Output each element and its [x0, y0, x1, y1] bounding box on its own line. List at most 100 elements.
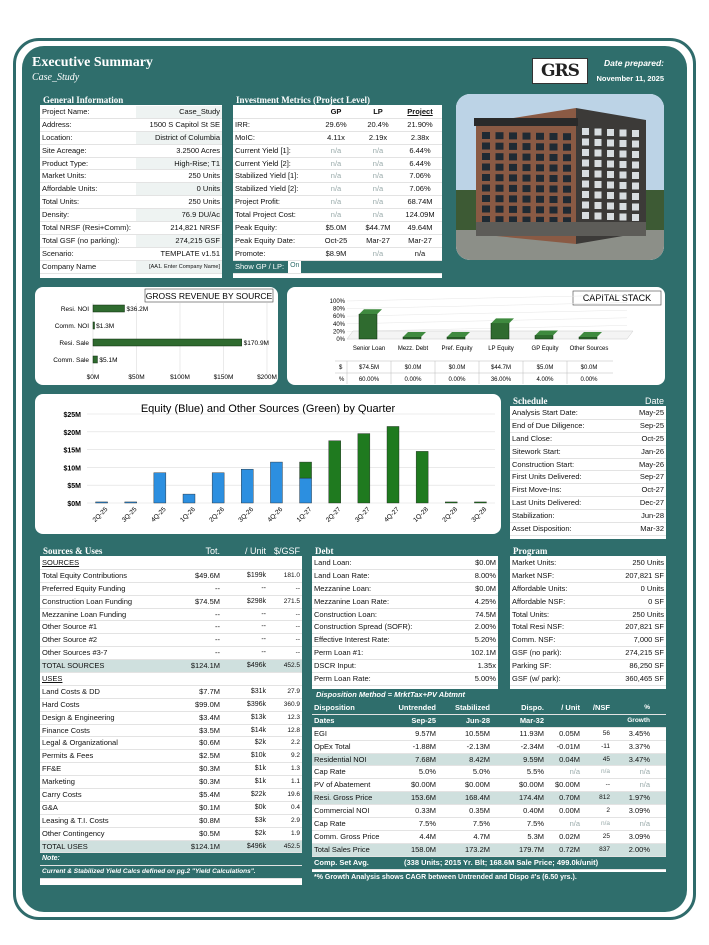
comp-set-value: (338 Units; 2015 Yr. Blt; 168.6M Sale Pr… — [404, 857, 599, 867]
capital-row-label: $ — [339, 365, 343, 371]
capital-tick-label: 0% — [336, 337, 345, 343]
metric-lp: n/a — [372, 184, 384, 194]
equity-quarter-label: 2Q-25 — [92, 506, 110, 524]
metric-project: Mar-27 — [408, 235, 432, 245]
use-row: Permits & Fees $2.5M $10k 9.2 — [40, 750, 302, 764]
general-info-label: Market Units: — [42, 171, 87, 181]
capital-row-label: % — [339, 377, 345, 383]
equity-quarter-label: 3Q-26 — [237, 506, 255, 524]
disposition-row: Total Sales Price 158.0M 173.2M 179.7M 0.72M… — [312, 843, 666, 857]
disposition-cell: 179.7M — [518, 844, 544, 854]
program-value: 0 Units — [640, 583, 664, 593]
revenue-tick-label: $100M — [170, 374, 190, 381]
schedule-row: Asset Disposition: Mar-32 — [510, 523, 666, 536]
disposition-cell: 7.5% — [526, 819, 544, 829]
disposition-cell: -- — [605, 781, 610, 789]
metric-label: IRR: — [235, 119, 250, 129]
metric-row: Peak Equity: $5.0M $44.7M 49.64M — [233, 222, 442, 235]
building-photo — [456, 94, 664, 260]
total-uses-row-total: $124.1M — [190, 841, 220, 851]
disposition-col-header: Jun-28 — [465, 715, 490, 725]
general-info-label: Total GSF (no parking): — [42, 235, 120, 245]
schedule-row: Stabilization: Jun-28 — [510, 510, 666, 524]
use-row-per-unit: $396k — [246, 700, 266, 708]
program-value: 207,821 SF — [625, 570, 664, 580]
debt-label: Land Loan: — [314, 558, 352, 567]
source-row-per-gsf: -- — [295, 636, 300, 644]
metric-lp: n/a — [372, 171, 384, 181]
metric-label: Promote: — [235, 248, 266, 258]
capital-gridline — [346, 309, 628, 317]
capital-tick-label: 40% — [333, 322, 346, 328]
use-row-label: G&A — [42, 802, 58, 812]
general-info-label: Density: — [42, 210, 70, 220]
revenue-tick-label: $200M — [257, 374, 277, 381]
source-row-per-unit: -- — [261, 584, 266, 592]
company-logo: GRS — [532, 58, 588, 84]
disposition-cell: $0.00M — [410, 780, 436, 790]
metric-lp: n/a — [372, 197, 384, 207]
general-info-label: Project Name: — [42, 107, 90, 116]
equity-quarter-label: 2Q-27 — [325, 506, 343, 524]
program-header: Program — [510, 545, 666, 557]
general-info-value[interactable]: [AA1. Enter Company Name] — [136, 260, 222, 273]
metric-gp: n/a — [330, 145, 342, 155]
revenue-tick-label: $150M — [214, 374, 234, 381]
use-row-total: $0.1M — [199, 802, 220, 812]
total-sources-row-per-gsf: 452.5 — [283, 662, 300, 670]
disposition-cell: 7.5% — [472, 819, 490, 829]
capital-stack-title: CAPITAL STACK — [583, 293, 651, 303]
metric-label: Stabilized Yield [2]: — [235, 184, 299, 194]
metric-label: Peak Equity: — [235, 223, 278, 233]
disposition-cell: -0.01M — [556, 741, 580, 751]
general-info-row: Market Units: 250 Units — [40, 170, 222, 184]
general-info-row: Location: District of Columbia — [40, 131, 222, 145]
use-row-per-unit: $14k — [250, 726, 266, 734]
use-row: Legal & Organizational $0.6M $2k 2.2 — [40, 737, 302, 751]
equity-bar-equity — [241, 468, 254, 504]
disposition-row: OpEx Total -1.88M -2.13M -2.34M -0.01M -11 3.3… — [312, 741, 666, 754]
revenue-tick-label: $50M — [128, 374, 144, 381]
source-row-label: Construction Loan Funding — [42, 596, 133, 606]
disposition-cell: 45 — [602, 755, 610, 763]
program-row: Comm. NSF: 7,000 SF — [510, 634, 666, 648]
program-panel: Program Market Units: 250 Units Market NSF… — [510, 545, 666, 689]
capital-category-label: Mezz. Debt — [398, 346, 429, 352]
disposition-cell: -11 — [601, 742, 610, 750]
capital-bar-top — [447, 332, 470, 337]
uses-label-text: USES — [42, 674, 63, 684]
schedule-date: Sep-27 — [639, 472, 664, 482]
capital-bar-top — [535, 330, 558, 336]
equity-quarter-label: 1Q-27 — [296, 506, 314, 524]
source-row-total: -- — [215, 609, 220, 619]
disposition-row: Residential NOI 7.68M 8.42M 9.59M 0.04M 45 3.4… — [312, 753, 666, 767]
disposition-cell: 3.09% — [628, 831, 650, 841]
capital-gridline — [346, 325, 628, 332]
use-row-per-unit: $13k — [250, 713, 266, 721]
general-info-label: Address: — [42, 119, 72, 129]
disposition-cell: 0.33M — [415, 806, 436, 816]
metric-project: 49.64M — [407, 223, 433, 233]
general-info-label: Site Acreage: — [42, 145, 87, 155]
use-row-per-gsf: 1.1 — [290, 778, 300, 786]
use-row-per-gsf: 2.2 — [290, 739, 300, 747]
general-info-label: Affordable Units: — [42, 184, 98, 194]
debt-row: Land Loan: $0.0M — [312, 557, 498, 570]
capital-category-label: Pref. Equity — [441, 346, 472, 352]
use-row: Leasing & T.I. Costs $0.8M $3k 2.9 — [40, 815, 302, 828]
debt-value: 8.00% — [474, 570, 496, 580]
debt-value: 74.5M — [475, 609, 496, 619]
capital-gridline — [346, 302, 628, 309]
program-row: Total Units: 250 Units — [510, 609, 666, 622]
schedule-row: Last Units Delivered: Dec-27 — [510, 497, 666, 511]
disposition-cell: 25 — [602, 832, 610, 840]
revenue-bar — [92, 355, 98, 364]
use-row-total: $5.4M — [199, 790, 220, 800]
equity-quarter-label: 2Q-28 — [441, 506, 459, 524]
equity-tick-label: $5M — [67, 483, 81, 490]
capital-dollar-value: $0.0M — [581, 365, 598, 371]
debt-row: Perm Loan #1: 102.1M — [312, 647, 498, 661]
show-gp-lp-toggle[interactable]: On — [288, 260, 302, 273]
sources-label-text: SOURCES — [42, 558, 80, 567]
metric-project: 7.06% — [409, 171, 431, 181]
